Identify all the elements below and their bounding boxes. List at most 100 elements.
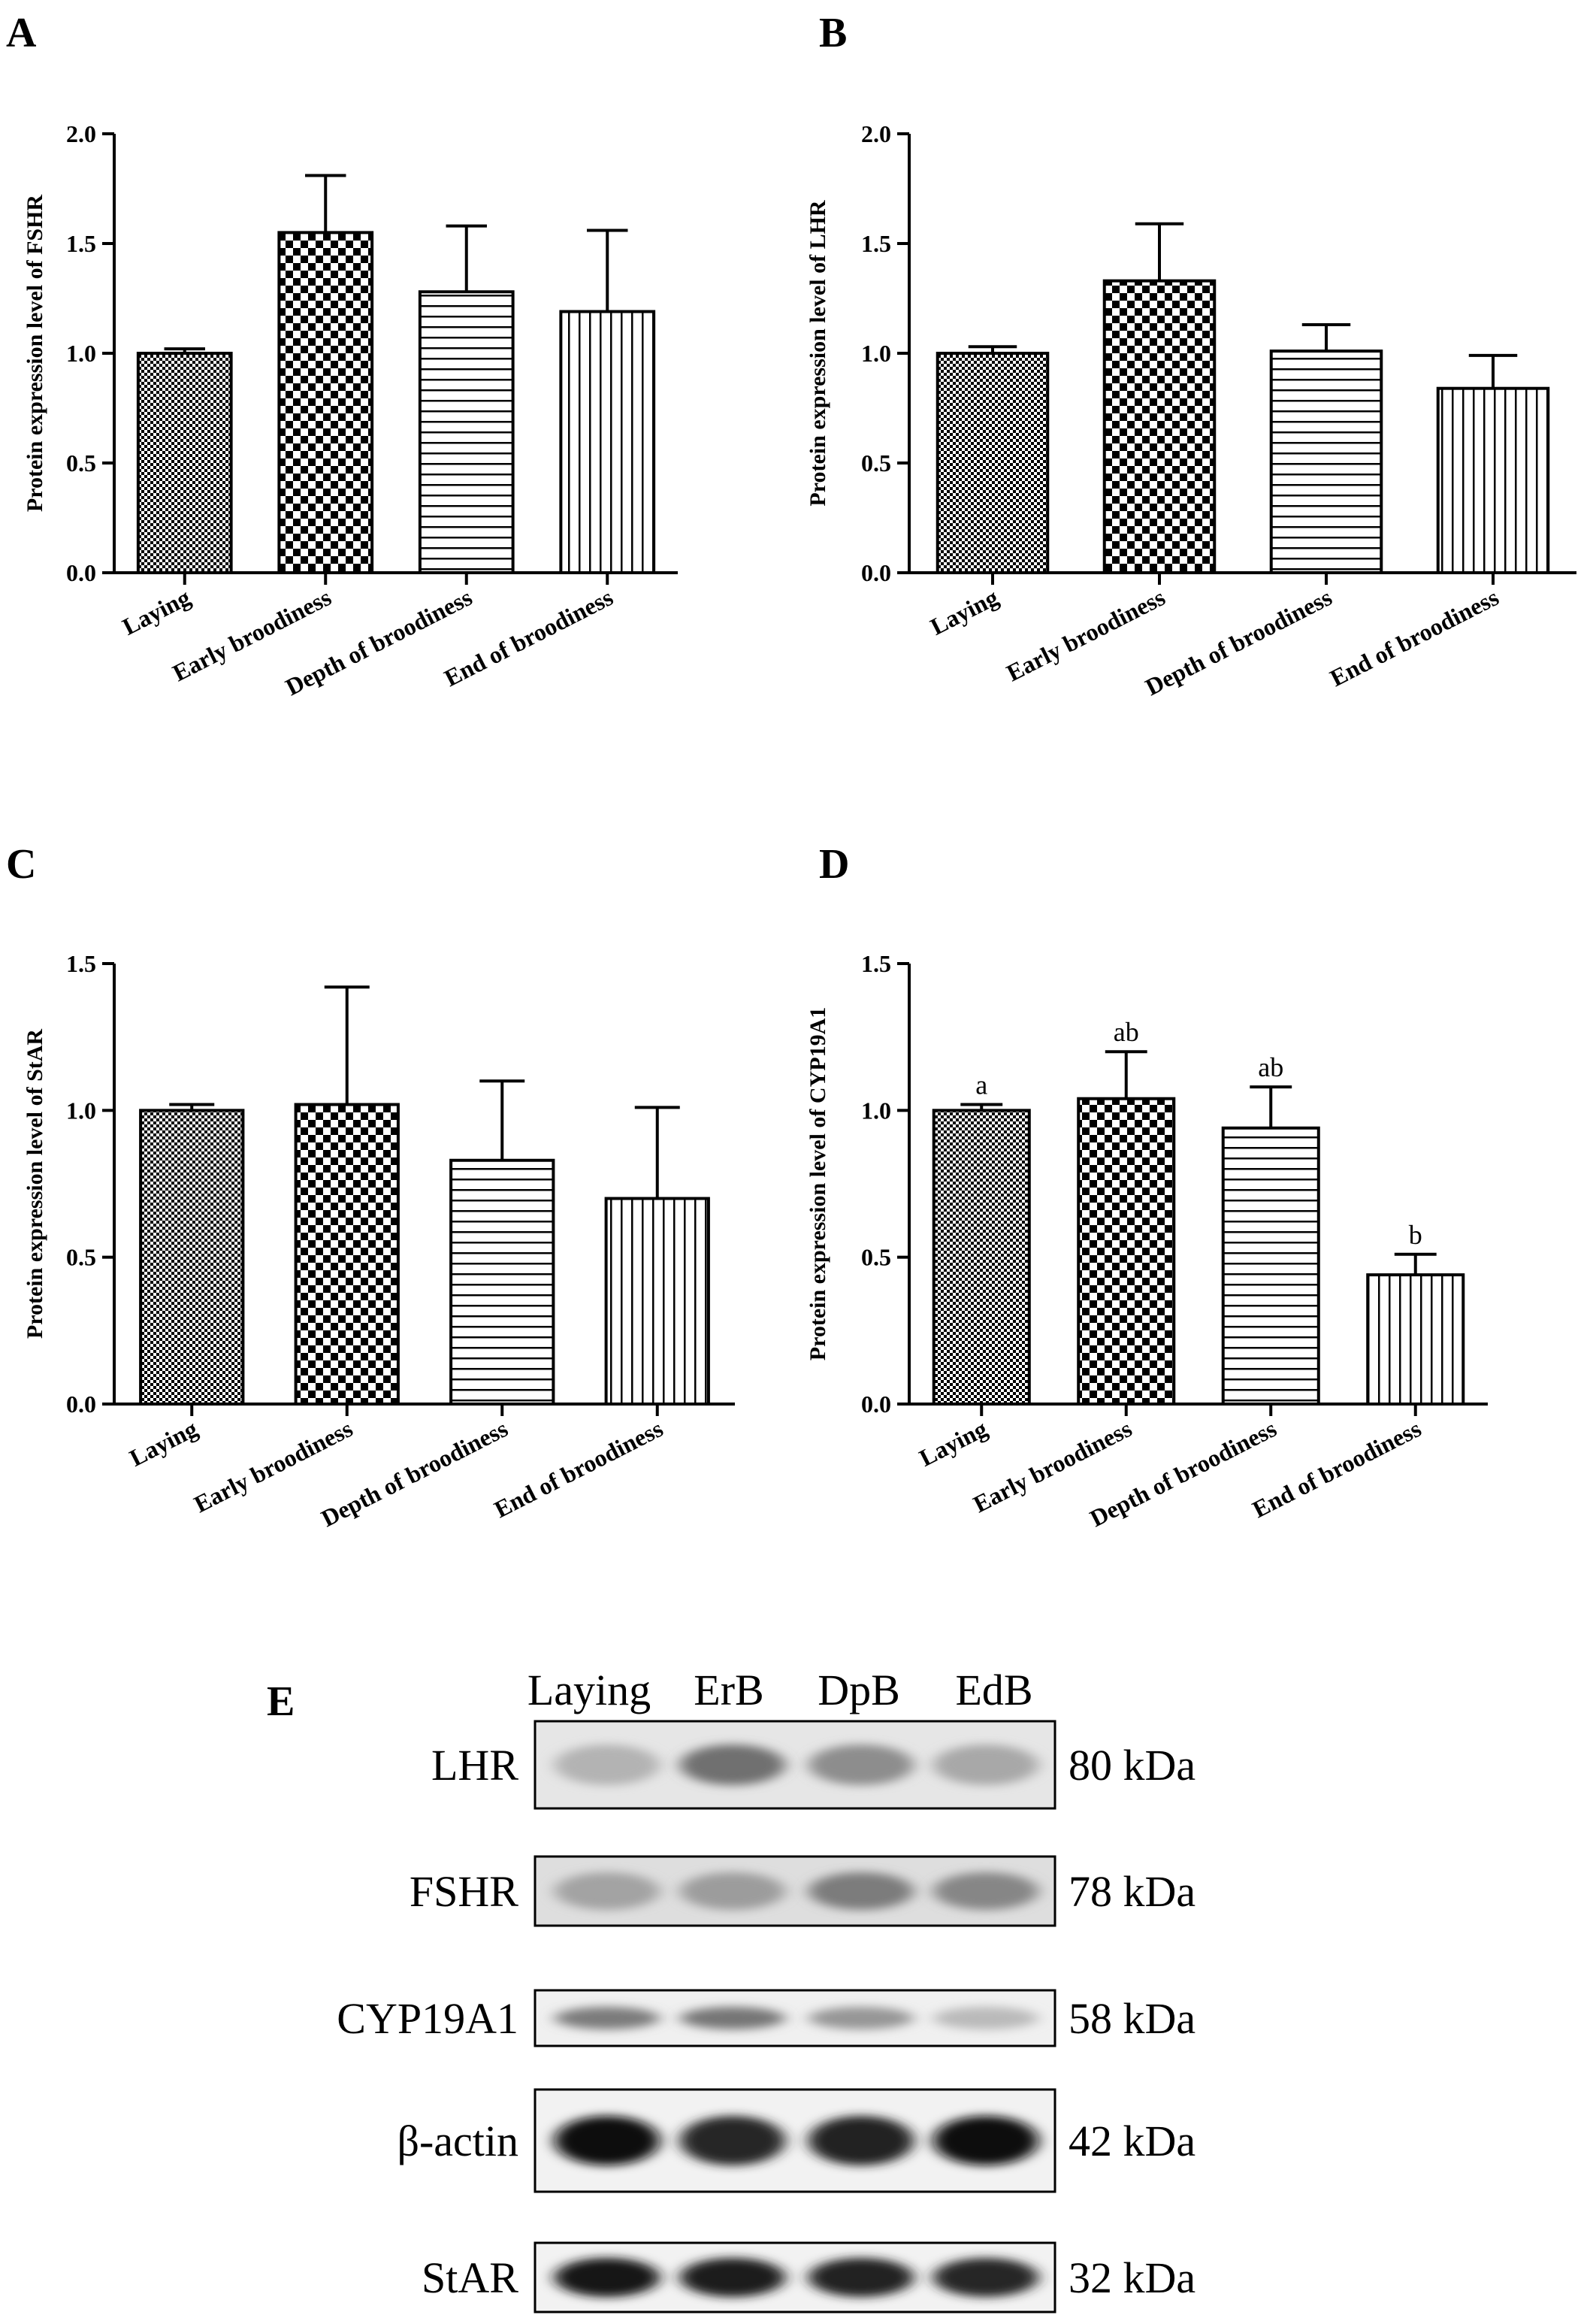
panel-label-a: A <box>6 10 37 56</box>
panel-label-b: B <box>819 10 847 56</box>
blot-row: StAR 32 kDa <box>422 2241 1195 2313</box>
bar <box>136 352 233 574</box>
band <box>809 2116 914 2165</box>
band-group <box>555 1872 1038 1910</box>
bar <box>1102 279 1217 574</box>
blot-row: CYP19A1 58 kDa <box>337 1989 1195 2047</box>
bar <box>1436 386 1550 574</box>
y-tick-label: 0.5 <box>66 449 96 477</box>
band <box>933 1872 1038 1910</box>
bar <box>418 290 515 574</box>
band <box>555 2116 660 2165</box>
y-tick-label: 2.0 <box>861 120 891 147</box>
y-axis-label: Protein expression level of CYP19A1 <box>806 1007 830 1361</box>
bar <box>1269 350 1383 574</box>
y-axis-label: Protein expression level of StAR <box>23 1029 47 1339</box>
y-tick-label: 1.0 <box>66 340 96 367</box>
x-tick-label: Laying <box>915 1415 992 1472</box>
band-group <box>555 2007 1038 2029</box>
panel-label-c: C <box>6 841 36 888</box>
size-label: 58 kDa <box>1069 1994 1195 2043</box>
chart-b: Protein expression level of LHR 0.0 0.5 1.0… <box>806 120 1576 701</box>
x-tick-label: Laying <box>118 583 195 640</box>
blot-row: β-actin 42 kDa <box>397 2088 1195 2193</box>
y-tick-label: 1.5 <box>66 950 96 977</box>
blot-frame <box>534 1989 1056 2047</box>
band-group <box>555 1745 1038 1785</box>
bar <box>449 1158 555 1406</box>
bar <box>559 310 656 574</box>
y-axis-label: Protein expression level of FSHR <box>23 195 47 513</box>
band-group <box>555 2116 1038 2165</box>
band-group <box>555 2258 1038 2297</box>
bar <box>932 1109 1031 1406</box>
band <box>555 1872 660 1910</box>
band <box>680 1872 785 1910</box>
blot-frame <box>534 1720 1056 1810</box>
y-tick-label: 0.0 <box>861 1390 891 1418</box>
band <box>809 1872 914 1910</box>
y-tick-label: 0.5 <box>861 449 891 477</box>
x-tick-label: Laying <box>125 1415 202 1472</box>
band <box>680 1745 785 1785</box>
y-tick-label: 1.5 <box>861 950 891 977</box>
bar <box>1366 1273 1465 1406</box>
panel-label-d: D <box>819 841 849 888</box>
band <box>933 1745 1038 1785</box>
band <box>680 2007 785 2029</box>
bar <box>604 1197 710 1406</box>
protein-label: β-actin <box>397 2117 518 2165</box>
lane-label: DpB <box>818 1666 900 1714</box>
chart-a: Protein expression level of FSHR 0.0 0.5 1.… <box>23 120 678 701</box>
panel-label-e: E <box>267 1678 295 1725</box>
band <box>933 2258 1038 2297</box>
protein-label: FSHR <box>410 1867 518 1916</box>
size-label: 80 kDa <box>1069 1741 1195 1790</box>
bar <box>139 1109 245 1406</box>
x-tick-label: Depth of broodiness <box>1141 583 1336 701</box>
x-tick-label: Laying <box>926 583 1002 640</box>
y-tick-label: 1.5 <box>66 230 96 257</box>
blot-row: LHR 80 kDa <box>431 1720 1195 1810</box>
protein-label: CYP19A1 <box>337 1994 518 2043</box>
size-label: 32 kDa <box>1069 2253 1195 2302</box>
bar <box>1077 1097 1176 1406</box>
y-tick-label: 2.0 <box>66 120 96 147</box>
significance-letter: ab <box>1258 1052 1283 1082</box>
size-label: 42 kDa <box>1069 2117 1195 2165</box>
bar <box>936 352 1050 574</box>
band <box>680 2258 785 2297</box>
chart-d: Protein expression level of CYP19A1 0.0 0.… <box>806 950 1488 1532</box>
lane-label: Laying <box>527 1666 651 1714</box>
y-tick-label: 1.0 <box>861 340 891 367</box>
significance-letter: b <box>1409 1220 1422 1250</box>
protein-label: LHR <box>431 1741 518 1790</box>
y-tick-label: 0.0 <box>66 559 96 586</box>
blot-frame <box>534 2088 1056 2193</box>
protein-label: StAR <box>422 2253 518 2302</box>
x-tick-label: Early broodiness <box>1002 583 1170 686</box>
band <box>809 2007 914 2029</box>
band <box>680 2116 785 2165</box>
band <box>809 2258 914 2297</box>
bar <box>294 1103 400 1406</box>
blot-row: FSHR 78 kDa <box>410 1855 1195 1927</box>
y-tick-label: 1.5 <box>861 230 891 257</box>
band <box>933 2116 1038 2165</box>
band <box>555 2007 660 2029</box>
y-tick-label: 0.5 <box>66 1244 96 1271</box>
lane-label: EdB <box>955 1666 1032 1714</box>
x-tick-label: End of broodiness <box>490 1415 667 1523</box>
significance-letter: a <box>975 1070 987 1100</box>
y-tick-label: 0.0 <box>861 559 891 586</box>
lane-label: ErB <box>694 1666 763 1714</box>
bar <box>1221 1126 1320 1406</box>
significance-letter: ab <box>1114 1017 1139 1047</box>
y-tick-label: 1.0 <box>861 1097 891 1124</box>
y-tick-label: 0.0 <box>66 1390 96 1418</box>
band <box>809 1745 914 1785</box>
y-tick-label: 0.5 <box>861 1244 891 1271</box>
x-tick-label: End of broodiness <box>1325 583 1503 691</box>
blot-frame <box>534 2241 1056 2313</box>
